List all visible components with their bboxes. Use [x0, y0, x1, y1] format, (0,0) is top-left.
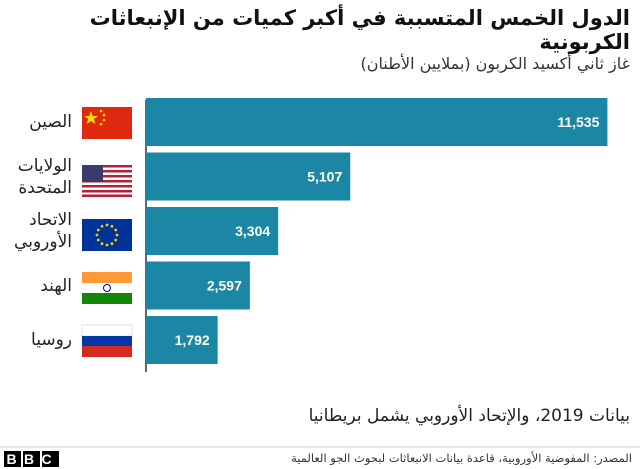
logo-box — [23, 451, 40, 467]
logo: BBC — [7, 451, 60, 467]
source: المصدر: المفوضية الأوروبية، قاعدة بيانات… — [291, 451, 632, 465]
chart-note: بيانات 2019، والإتحاد الأوروبي يشمل بريط… — [308, 406, 630, 426]
flag-eu — [82, 219, 132, 251]
logo-box — [4, 451, 21, 467]
bar — [146, 316, 218, 364]
flag-india — [82, 272, 132, 304]
bar — [146, 261, 250, 310]
bar — [146, 207, 279, 255]
value-label: 3,304 — [235, 223, 270, 239]
flag-russia — [81, 324, 133, 357]
bar — [146, 152, 351, 201]
value-label: 11,535 — [557, 114, 599, 130]
bar — [146, 98, 608, 146]
category-label: الهند — [40, 275, 72, 296]
category-label: الولايات المتحدة — [17, 155, 72, 198]
flag-china — [82, 107, 132, 139]
logo-box — [42, 451, 59, 467]
category-label: روسيا — [31, 330, 72, 350]
value-label: 1,792 — [175, 332, 210, 348]
value-label: 5,107 — [307, 169, 342, 185]
category-label: الاتحاد الأوروبي — [14, 210, 72, 252]
category-label: الصين — [29, 112, 72, 132]
chart-subtitle: غاز ثاني أكسيد الكربون (بملايين الأطنان) — [360, 54, 630, 73]
chart-title: الدول الخمس المتسببة في أكبر كميات من ال… — [89, 6, 630, 54]
flag-usa — [82, 165, 132, 197]
value-label: 2,597 — [207, 278, 242, 294]
